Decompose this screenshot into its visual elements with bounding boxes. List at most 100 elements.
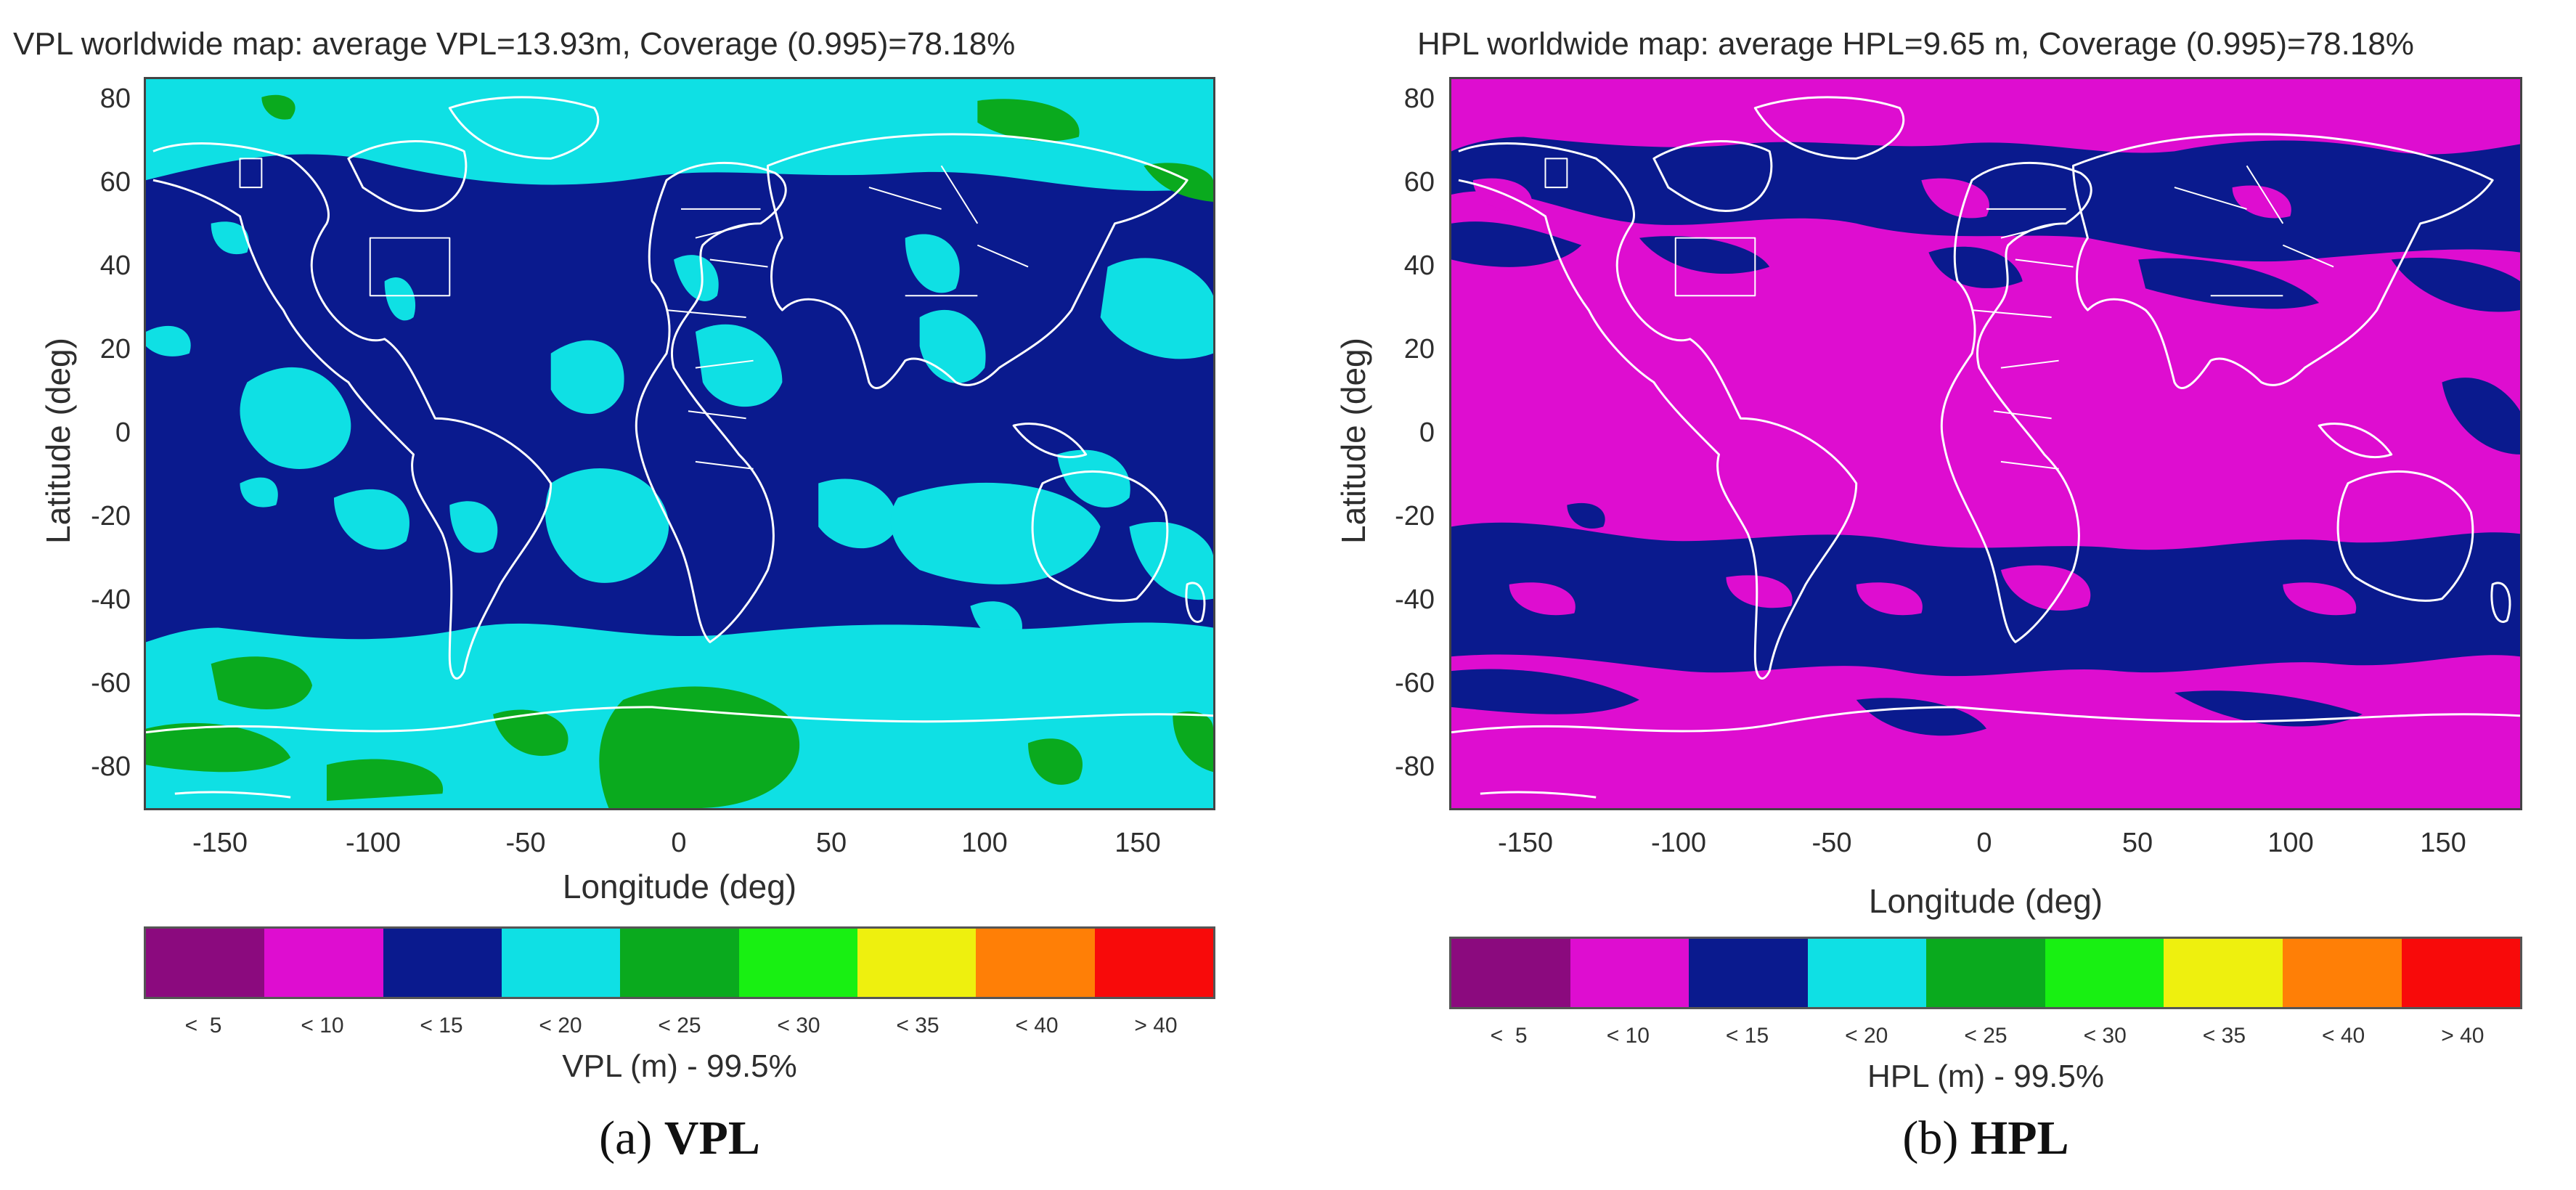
vpl-map-title: VPL worldwide map: average VPL=13.93m, C… [13, 26, 1016, 62]
colorbar-label: < 5 [184, 1014, 222, 1038]
hpl-region-lt15 [1928, 246, 2023, 288]
x-tick: -50 [505, 828, 546, 858]
vpl-region-lt25 [977, 99, 1080, 142]
colorbar-label: > 40 [2441, 1024, 2485, 1048]
y-tick: 60 [99, 167, 131, 197]
colorbar-label: < 15 [1725, 1024, 1769, 1048]
vpl-region-lt20 [240, 367, 351, 469]
hpl-region-lt15 [1567, 502, 1605, 529]
vpl-caption: (a) VPL [144, 1111, 1215, 1166]
hpl-region-lt10 [1921, 178, 1989, 219]
y-tick: 20 [99, 334, 131, 364]
hpl-region-lt10 [1509, 582, 1576, 616]
hpl-colorbar-title: HPL (m) - 99.5% [1867, 1059, 2104, 1094]
x-tick: 100 [2267, 828, 2314, 858]
y-tick: -80 [1395, 751, 1435, 782]
caption-text: VPL [664, 1112, 760, 1165]
vpl-map-canvas [146, 79, 1213, 808]
y-tick: -60 [91, 668, 131, 698]
hpl-map [1449, 77, 2522, 810]
x-tick: 0 [671, 828, 687, 858]
hpl-map-title: HPL worldwide map: average HPL=9.65 m, C… [1417, 26, 2414, 62]
hpl-region-lt10 [1726, 575, 1793, 608]
y-tick: 0 [115, 417, 131, 448]
colorbar-label: < 35 [2202, 1024, 2246, 1048]
vpl-colorbar [144, 926, 1215, 999]
vpl-coastlines [146, 96, 1213, 799]
colorbar-label: < 25 [1964, 1024, 2008, 1048]
y-tick: -40 [1395, 584, 1435, 615]
hpl-caption: (b) HPL [1449, 1111, 2522, 1166]
colorbar-label: < 5 [1490, 1024, 1528, 1048]
colorbar-swatch [264, 929, 383, 997]
x-tick: -50 [1811, 828, 1852, 858]
colorbar-label: < 30 [2083, 1024, 2127, 1048]
vpl-colorbar-title: VPL (m) - 99.5% [562, 1048, 797, 1084]
x-tick: -150 [1497, 828, 1554, 858]
vpl-region-lt20 [240, 477, 278, 508]
hpl-region-lt15 [2174, 690, 2363, 727]
vpl-region-lt25 [1144, 163, 1213, 202]
x-tick: -100 [1650, 828, 1707, 858]
x-tick: 50 [2121, 828, 2153, 858]
colorbar-swatch [1926, 939, 2045, 1007]
vpl-region-lt25 [599, 686, 800, 808]
colorbar-swatch [1689, 939, 1808, 1007]
caption-letter: (b) [1902, 1112, 1959, 1165]
colorbar-label: < 25 [658, 1014, 701, 1038]
vpl-region-lt25 [261, 94, 295, 120]
vpl-region-lt25 [1173, 711, 1213, 773]
vpl-region-lt20 [146, 325, 191, 356]
hpl-region-lt10 [1472, 178, 1533, 211]
colorbar-label: < 40 [1015, 1014, 1059, 1038]
colorbar-swatch [976, 929, 1095, 997]
colorbar-label: < 10 [1606, 1024, 1650, 1048]
hpl-region-lt15 [1451, 669, 1639, 714]
vpl-region-lt20 [890, 482, 1101, 584]
colorbar-label: < 15 [420, 1014, 463, 1038]
vpl-region-lt20 [905, 234, 960, 293]
vpl-region-lt25 [326, 759, 444, 802]
hpl-region-lt15 [2391, 257, 2520, 312]
colorbar-swatch [2401, 939, 2521, 1007]
hpl-coastlines [1451, 96, 2520, 799]
y-tick: 80 [1403, 83, 1435, 114]
hpl-colorbar [1449, 937, 2522, 1009]
hpl-region-lt15 [1451, 221, 1582, 267]
hpl-region-lt15 [1451, 522, 2520, 677]
hpl-region-lt15 [2442, 378, 2520, 455]
y-tick: -20 [91, 501, 131, 531]
vpl-region-lt25 [211, 656, 313, 709]
x-tick: 150 [2420, 828, 2466, 858]
hpl-region-lt10 [2232, 185, 2291, 219]
colorbar-swatch [1807, 939, 1927, 1007]
colorbar-label: < 40 [2322, 1024, 2365, 1048]
colorbar-swatch [1570, 939, 1690, 1007]
y-tick: 40 [99, 250, 131, 281]
hpl-x-axis-label: Longitude (deg) [1868, 882, 2103, 920]
hpl-region-lt15 [1856, 698, 1986, 736]
hpl-region-lt10 [1856, 582, 1923, 616]
colorbar-label: < 20 [1845, 1024, 1888, 1048]
colorbar-swatch [857, 929, 977, 997]
vpl-region-lt20 [211, 221, 249, 255]
x-tick: -150 [192, 828, 248, 858]
x-tick: -100 [345, 828, 402, 858]
colorbar-label: < 10 [301, 1014, 344, 1038]
vpl-region-lt20 [146, 79, 1213, 191]
colorbar-swatch [501, 929, 621, 997]
vpl-panel: VPL worldwide map: average VPL=13.93m, C… [13, 26, 1215, 1166]
y-tick: -20 [1395, 501, 1435, 531]
vpl-region-lt25 [1028, 738, 1083, 785]
colorbar-swatch [146, 929, 265, 997]
hpl-panel: HPL worldwide map: average HPL=9.65 m, C… [1288, 0, 2576, 1190]
vpl-colorbar-labels: < 5 < 10 < 15 < 20 < 25 < 30 < 35 < 40 >… [144, 1014, 1215, 1038]
colorbar-swatch [2164, 939, 2283, 1007]
vpl-region-lt20 [449, 501, 498, 553]
colorbar-swatch [1094, 929, 1213, 997]
y-tick: 80 [99, 83, 131, 114]
vpl-region-lt20 [695, 324, 783, 407]
vpl-region-lt20 [1056, 449, 1130, 508]
colorbar-label: < 35 [896, 1014, 939, 1038]
vpl-region-lt25 [146, 722, 291, 773]
